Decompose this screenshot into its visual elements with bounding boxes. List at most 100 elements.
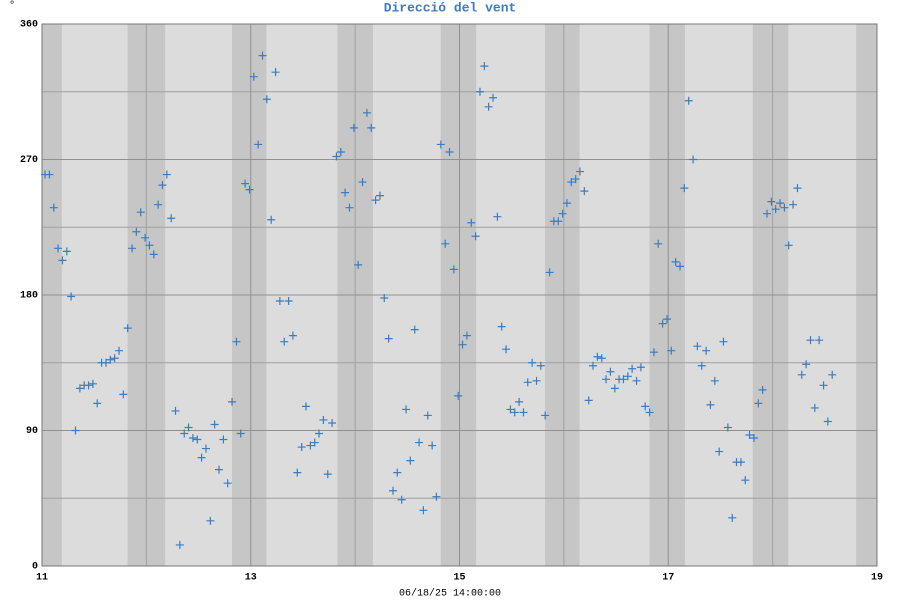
- point: [123, 324, 132, 333]
- point: [201, 444, 210, 453]
- point: [475, 87, 484, 96]
- point: [406, 456, 415, 465]
- chart-title: Direcció del vent: [384, 0, 517, 15]
- point: [49, 203, 58, 212]
- point: [715, 447, 724, 456]
- point: [367, 123, 376, 132]
- point: [745, 431, 754, 440]
- point: [502, 345, 511, 354]
- point: [154, 200, 163, 209]
- point: [558, 209, 567, 218]
- point: [397, 495, 406, 504]
- point: [167, 214, 176, 223]
- point: [789, 200, 798, 209]
- point: [249, 72, 258, 81]
- x-tick-label: 17: [662, 573, 674, 584]
- point: [471, 232, 480, 241]
- point: [493, 212, 502, 221]
- point: [689, 155, 698, 164]
- point: [67, 292, 76, 301]
- point: [267, 215, 276, 224]
- point: [649, 348, 658, 357]
- x-tick-label: 15: [453, 573, 465, 584]
- point: [497, 322, 506, 331]
- point: [771, 205, 780, 214]
- point: [754, 399, 763, 408]
- point: [349, 123, 358, 132]
- point: [741, 476, 750, 485]
- point: [749, 434, 758, 443]
- point: [484, 102, 493, 111]
- point: [815, 336, 824, 345]
- point: [184, 423, 193, 432]
- y-tick-label: 180: [20, 291, 38, 302]
- point: [88, 379, 97, 388]
- point: [736, 458, 745, 467]
- point: [823, 417, 832, 426]
- point: [310, 438, 319, 447]
- point: [84, 381, 93, 390]
- point: [106, 355, 115, 364]
- point: [767, 197, 776, 206]
- point: [693, 342, 702, 351]
- point: [384, 334, 393, 343]
- point: [623, 372, 632, 381]
- point: [584, 396, 593, 405]
- y-tick-label: 90: [26, 426, 38, 437]
- point: [141, 233, 150, 242]
- point: [193, 435, 202, 444]
- point: [362, 108, 371, 117]
- point: [323, 470, 332, 479]
- point: [467, 218, 476, 227]
- point: [54, 244, 63, 253]
- point: [562, 199, 571, 208]
- point: [554, 217, 563, 226]
- point: [341, 188, 350, 197]
- point: [328, 418, 337, 427]
- point: [254, 140, 263, 149]
- point: [619, 375, 628, 384]
- point: [519, 408, 528, 417]
- point: [110, 354, 119, 363]
- point: [389, 486, 398, 495]
- point: [145, 241, 154, 250]
- point: [236, 429, 245, 438]
- y-axis-label: °: [9, 0, 16, 12]
- point: [593, 352, 602, 361]
- point: [393, 468, 402, 477]
- point: [662, 315, 671, 324]
- point: [301, 402, 310, 411]
- point: [710, 376, 719, 385]
- point: [445, 147, 454, 156]
- point: [719, 337, 728, 346]
- point: [197, 453, 206, 462]
- point: [702, 346, 711, 355]
- point: [210, 420, 219, 429]
- point: [158, 181, 167, 190]
- point: [723, 423, 732, 432]
- point: [793, 184, 802, 193]
- point: [315, 429, 324, 438]
- point: [654, 239, 663, 248]
- point: [462, 331, 471, 340]
- point: [288, 331, 297, 340]
- point: [119, 390, 128, 399]
- point: [93, 399, 102, 408]
- point: [797, 370, 806, 379]
- point: [671, 257, 680, 266]
- point: [684, 96, 693, 105]
- mark-layer: [41, 51, 837, 549]
- point: [667, 346, 676, 355]
- point: [402, 405, 411, 414]
- point: [354, 260, 363, 269]
- y-tick-label: 0: [32, 562, 38, 573]
- point: [258, 51, 267, 60]
- point: [45, 170, 54, 179]
- point: [532, 376, 541, 385]
- point: [606, 367, 615, 376]
- point: [410, 325, 419, 334]
- point: [415, 438, 424, 447]
- point: [658, 319, 667, 328]
- point: [575, 167, 584, 176]
